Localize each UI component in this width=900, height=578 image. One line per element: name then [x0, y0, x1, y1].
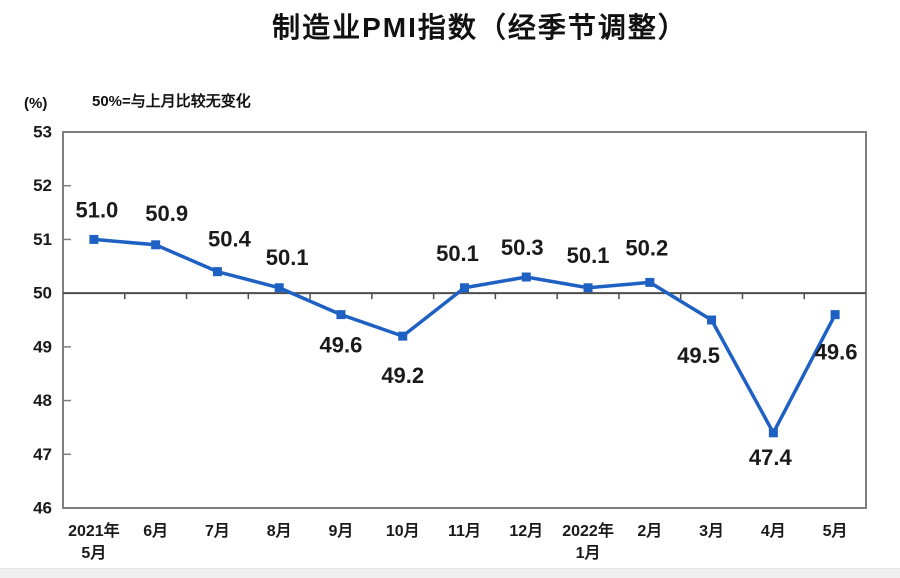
data-point-marker [521, 272, 531, 282]
data-point-marker [460, 283, 469, 293]
data-point-label: 50.9 [145, 201, 188, 226]
data-point-label: 49.2 [381, 363, 424, 388]
data-point-label: 51.0 [75, 197, 118, 222]
y-axis-tick-label: 49 [33, 337, 52, 356]
data-point-label: 50.2 [625, 235, 668, 260]
x-axis-label: 7月 [205, 522, 230, 540]
data-point-marker [645, 277, 655, 287]
data-point-label: 50.1 [436, 241, 479, 266]
data-point-label: 49.5 [677, 343, 720, 368]
data-point-label: 50.3 [501, 235, 544, 260]
x-axis-label: 5月 [823, 522, 848, 540]
data-point-label: 49.6 [815, 340, 858, 365]
chart-title: 制造业PMI指数（经季节调整） [272, 12, 688, 43]
data-point-label: 49.6 [320, 333, 363, 358]
x-axis-label: 2月 [637, 522, 662, 540]
y-axis-unit-label: (%) [24, 95, 48, 112]
data-point-label: 50.1 [567, 243, 610, 268]
x-axis-label: 6月 [143, 522, 168, 540]
x-axis-label: 3月 [699, 522, 724, 540]
pmi-series-line [92, 237, 837, 435]
x-axis-label: 10月 [386, 522, 420, 540]
data-point-marker [89, 234, 99, 244]
x-axis-label: 4月 [761, 522, 786, 540]
x-axis-label: 12月 [509, 522, 543, 540]
footer-strip [0, 568, 900, 578]
y-axis-tick-label: 52 [33, 176, 52, 195]
x-axis-label: 2021年 5月 [68, 521, 120, 562]
reference-note: 50%=与上月比较无变化 [92, 93, 251, 110]
data-point-marker [151, 240, 161, 250]
x-axis-label: 11月 [448, 522, 481, 540]
data-point-marker [768, 428, 778, 438]
y-axis-tick-label: 51 [33, 230, 52, 249]
data-point-label: 47.4 [749, 445, 793, 470]
data-point-marker [212, 267, 222, 277]
data-point-marker [398, 331, 408, 341]
y-axis-tick-label: 47 [33, 445, 52, 464]
y-axis-tick-label: 46 [33, 499, 52, 518]
data-point-marker [707, 315, 717, 325]
x-axis-label: 2022年 1月 [562, 521, 614, 562]
data-point-marker [583, 283, 593, 293]
x-axis-label: 8月 [267, 522, 292, 540]
data-point-marker [274, 283, 284, 293]
plot-frame [62, 131, 867, 509]
data-point-marker [830, 310, 840, 320]
data-point-label: 50.1 [266, 245, 309, 270]
data-point-marker [336, 310, 346, 320]
data-point-label: 50.4 [208, 227, 252, 252]
y-axis-tick-label: 50 [33, 284, 52, 303]
y-axis-tick-label: 53 [33, 123, 52, 142]
x-axis-label: 9月 [329, 522, 354, 540]
y-axis-tick-label: 48 [33, 391, 52, 410]
